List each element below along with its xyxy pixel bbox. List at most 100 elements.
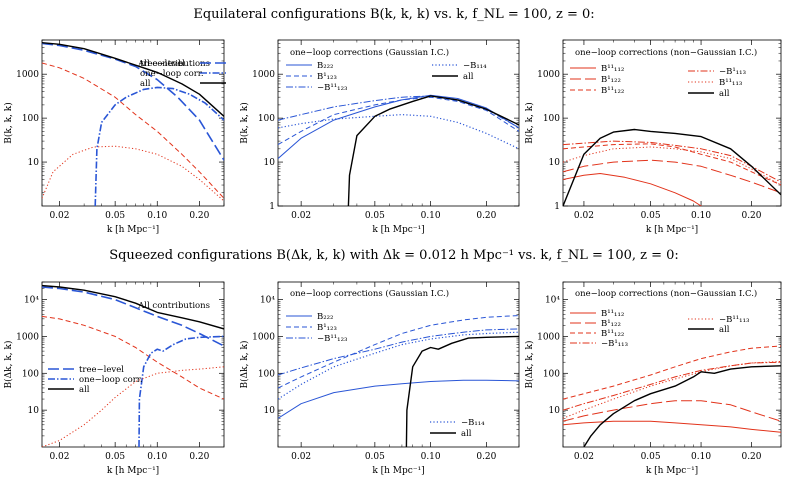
series-group [278, 94, 519, 206]
series-group [563, 128, 781, 206]
x-tick-label: 0.10 [691, 211, 711, 221]
x-tick-label: 0.10 [421, 452, 441, 462]
y-tick-label: 1000 [252, 332, 275, 342]
x-tick-label: 0.10 [421, 211, 441, 221]
x-tick-label: 0.20 [189, 211, 209, 221]
panel-title: All contributions [137, 301, 210, 311]
series-group [563, 345, 781, 447]
legend-label: B₂₂₂ [317, 312, 333, 322]
panels: 10 100 1000 0.02 0.05 0.10 0.20 k [h Mpc⁻¹] B(k,… [3, 39, 782, 476]
legend-label: B¹¹₁₁₂ [601, 64, 624, 74]
series-line-1 [563, 159, 781, 194]
y-tick-label: 1 [269, 202, 275, 212]
row2-title: Squeezed configurations B(Δk, k, k) with… [109, 248, 679, 263]
y-tick-label: 1 [554, 202, 560, 212]
series-line-1 [278, 315, 519, 389]
y-axis-label: B(Δk, k, k) [239, 341, 250, 389]
series-line-2 [563, 345, 781, 400]
legend-label: B¹₁₂₂ [601, 319, 621, 329]
y-tick-label: 10 [264, 406, 276, 416]
y-tick-label: 10⁴ [24, 296, 39, 306]
x-tick-label: 0.02 [291, 452, 311, 462]
series-line-1 [563, 400, 781, 422]
series-line-5 [563, 128, 781, 206]
x-axis-label: k [h Mpc⁻¹] [372, 225, 424, 235]
y-axis-label: B(k, k, k) [3, 102, 14, 143]
series-line-2 [138, 335, 224, 447]
series-line-1 [278, 96, 519, 146]
legend-label: −B¹₁₁₃ [719, 67, 746, 77]
x-tick-label: 0.05 [641, 211, 661, 221]
x-axis-label: k [h Mpc⁻¹] [107, 225, 159, 235]
legend-label: all [140, 79, 151, 89]
x-tick-label: 0.02 [574, 211, 594, 221]
y-axis-label: B(Δk, k, k) [3, 341, 14, 389]
plot-frame [41, 281, 225, 448]
legend-label: all [461, 429, 472, 439]
y-tick-label: 1000 [16, 332, 39, 342]
legend-label: B¹¹₁₂₂ [601, 329, 624, 339]
series-line-4 [42, 284, 224, 330]
y-tick-label: 1000 [537, 332, 560, 342]
series-group [42, 42, 224, 206]
legend-label: −B¹¹₁₂₃ [317, 334, 347, 344]
series-line-1 [42, 62, 224, 199]
series-line-5 [583, 365, 781, 447]
legend-label: B¹₁₂₂ [601, 75, 621, 85]
plot-frame [562, 281, 782, 448]
y-tick-label: 1000 [537, 70, 560, 80]
series-group [278, 315, 519, 447]
y-tick-label: 100 [543, 114, 560, 124]
series-line-3 [278, 331, 519, 400]
y-tick-label: 10 [264, 158, 276, 168]
panel-E: 10 100 1000 10⁴ 0.02 0.05 0.10 0.20 k [h Mpc⁻¹] B… [239, 281, 520, 476]
panel-A: 10 100 1000 0.02 0.05 0.10 0.20 k [h Mpc⁻¹] B(k,… [3, 39, 226, 235]
y-axis-label: B(k, k, k) [524, 102, 535, 143]
legend-label: B¹₁₂₃ [317, 72, 337, 82]
series-line-3 [563, 140, 781, 183]
y-tick-label: 1000 [16, 70, 39, 80]
panel-C: 1 10 100 1000 0.02 0.05 0.10 0.20 k [h Mpc⁻¹] B(k… [524, 39, 782, 235]
y-tick-label: 10⁴ [545, 296, 560, 306]
x-tick-label: 0.10 [691, 452, 711, 462]
panel-D: 10 100 1000 10⁴ 0.02 0.05 0.10 0.20 k [h Mpc⁻¹] B… [3, 281, 225, 476]
y-axis-label: B(Δk, k, k) [524, 341, 535, 389]
panel-title: one−loop corrections (Gaussian I.C.) [290, 47, 449, 58]
legend-label: all [463, 72, 474, 82]
y-tick-label: 10 [549, 158, 561, 168]
y-tick-label: 10 [28, 406, 40, 416]
x-axis-label: k [h Mpc⁻¹] [646, 225, 698, 235]
x-tick-label: 0.05 [641, 452, 661, 462]
y-tick-label: 100 [258, 369, 275, 379]
legend-label: tree−level [140, 59, 185, 69]
legend-label: −B₁₁₄ [463, 61, 487, 71]
y-tick-label: 100 [22, 369, 39, 379]
y-tick-label: 10 [549, 406, 561, 416]
x-tick-label: 0.02 [291, 211, 311, 221]
legend-label: −B₁₁₄ [461, 418, 485, 428]
legend-label: one−loop corr. [79, 375, 143, 385]
x-axis-label: k [h Mpc⁻¹] [646, 466, 698, 476]
panel-B: 1 10 100 1000 0.02 0.05 0.10 0.20 k [h Mpc⁻¹] B(k… [239, 39, 520, 235]
series-line-0 [278, 379, 519, 419]
plot-frame [277, 39, 520, 207]
x-tick-label: 0.05 [365, 211, 385, 221]
y-axis-label: B(k, k, k) [239, 102, 250, 143]
y-tick-label: 1000 [252, 70, 275, 80]
legend-label: −B¹¹₁₁₃ [719, 315, 749, 325]
legend-label: B¹₁₂₃ [317, 323, 337, 333]
x-tick-label: 0.10 [147, 452, 167, 462]
x-axis-label: k [h Mpc⁻¹] [372, 466, 424, 476]
panel-title: one−loop corrections (non−Gaussian I.C.) [575, 47, 757, 58]
legend-label: all [719, 89, 730, 99]
y-tick-label: 100 [543, 369, 560, 379]
x-tick-label: 0.02 [49, 452, 69, 462]
series-line-2 [278, 328, 519, 376]
x-tick-label: 0.20 [741, 452, 761, 462]
plot-frame [562, 39, 782, 207]
x-axis-label: k [h Mpc⁻¹] [107, 466, 159, 476]
x-tick-label: 0.05 [105, 452, 125, 462]
